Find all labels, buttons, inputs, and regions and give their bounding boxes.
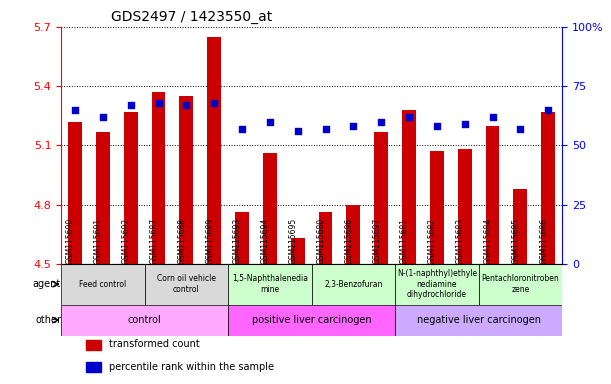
Bar [180,96,193,264]
Text: positive liver carcinogen: positive liver carcinogen [252,315,371,325]
Bar [123,112,137,264]
Text: GSM115681: GSM115681 [400,218,409,264]
Bar [152,92,166,264]
Bar [207,37,221,264]
Point [293,128,302,134]
Text: 2,3-Benzofuran: 2,3-Benzofuran [324,280,382,289]
FancyBboxPatch shape [145,264,228,305]
Point [265,119,275,125]
Point [376,119,386,125]
Bar [346,205,360,264]
Point [153,99,163,106]
Text: GSM115692: GSM115692 [122,218,131,264]
Text: GSM115693: GSM115693 [233,218,242,264]
Text: GSM115682: GSM115682 [428,218,437,264]
Text: agent: agent [33,279,61,289]
FancyBboxPatch shape [61,305,228,336]
FancyBboxPatch shape [312,264,395,305]
Point [126,102,136,108]
FancyBboxPatch shape [478,264,562,305]
Bar [86,362,101,372]
Point [237,126,247,132]
Text: control: control [128,315,161,325]
Bar [235,212,249,264]
Text: transformed count: transformed count [109,339,199,349]
Text: GSM115694: GSM115694 [261,218,270,264]
FancyBboxPatch shape [395,264,478,305]
Text: Feed control: Feed control [79,280,126,289]
Point [543,107,553,113]
Text: other: other [35,315,61,325]
Bar [68,122,82,264]
Bar [486,126,500,264]
FancyBboxPatch shape [228,305,395,336]
Text: percentile rank within the sample: percentile rank within the sample [109,362,274,372]
Text: GSM115689: GSM115689 [205,218,214,264]
Bar [458,149,472,264]
Bar [318,212,332,264]
Bar [541,112,555,264]
Text: Corn oil vehicle
control: Corn oil vehicle control [157,275,216,294]
Text: GSM115691: GSM115691 [94,218,103,264]
Bar [402,110,416,264]
Text: GSM115686: GSM115686 [539,218,548,264]
Point [348,123,358,129]
Text: GDS2497 / 1423550_at: GDS2497 / 1423550_at [111,10,273,25]
Point [210,99,219,106]
Point [181,102,191,108]
Text: Pentachloronitroben
zene: Pentachloronitroben zene [481,275,559,294]
Point [460,121,470,127]
Point [321,126,331,132]
Point [98,114,108,120]
FancyBboxPatch shape [228,264,312,305]
Point [432,123,442,129]
Point [70,107,80,113]
Text: negative liver carcinogen: negative liver carcinogen [417,315,541,325]
Text: GSM115697: GSM115697 [372,218,381,264]
Point [404,114,414,120]
Text: GSM115696: GSM115696 [345,218,353,264]
Bar [263,153,277,264]
Bar [291,238,305,264]
Point [488,114,497,120]
Text: GSM115684: GSM115684 [483,218,492,264]
Text: GSM115690: GSM115690 [66,218,75,264]
Text: 1,5-Naphthalenedia
mine: 1,5-Naphthalenedia mine [232,275,308,294]
Text: N-(1-naphthyl)ethyle
nediamine
dihydrochloride: N-(1-naphthyl)ethyle nediamine dihydroch… [397,269,477,299]
Text: GSM115683: GSM115683 [456,218,465,264]
FancyBboxPatch shape [61,264,145,305]
Text: GSM115685: GSM115685 [511,218,521,264]
Bar [96,131,110,264]
Bar [430,151,444,264]
Text: GSM115680: GSM115680 [316,218,326,264]
Text: GSM115688: GSM115688 [177,218,186,264]
Text: GSM115687: GSM115687 [150,218,158,264]
Point [516,126,525,132]
Bar [86,340,101,350]
Text: GSM115695: GSM115695 [288,218,298,264]
FancyBboxPatch shape [395,305,562,336]
Bar [374,131,388,264]
Bar [513,189,527,264]
